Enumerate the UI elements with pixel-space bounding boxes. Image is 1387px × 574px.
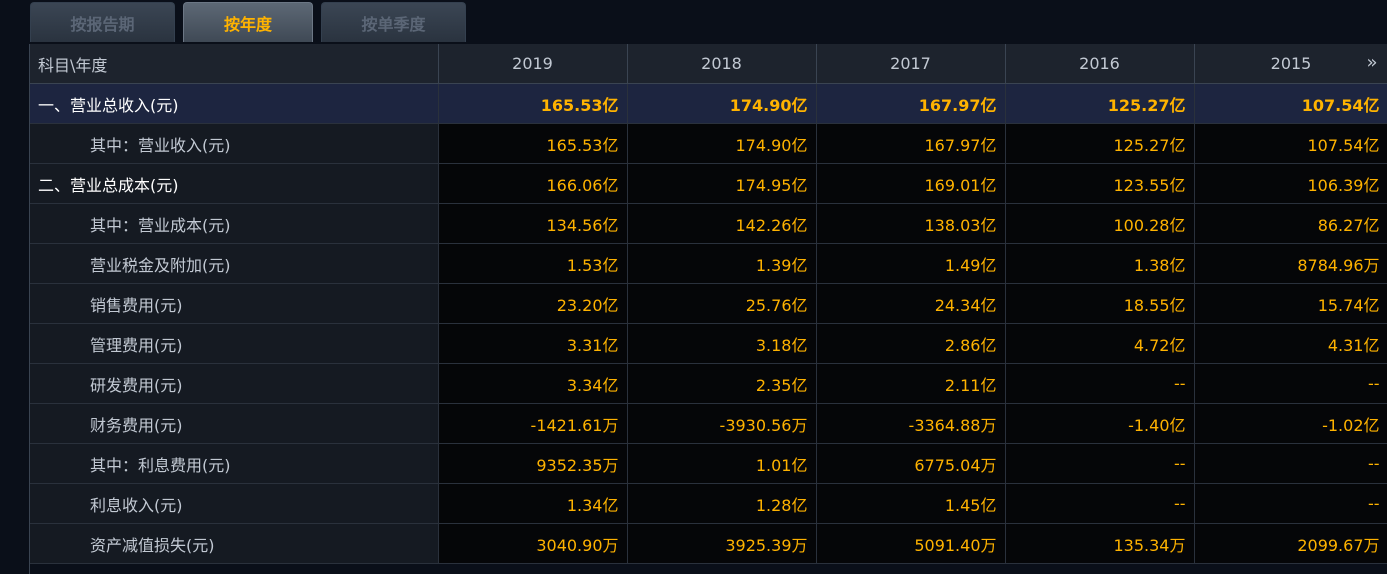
cell-value: -- — [1194, 483, 1387, 524]
row-label: 其中：营业成本(元) — [30, 203, 439, 244]
table-row[interactable]: 营业税金及附加(元) 1.53亿 1.39亿 1.49亿 1.38亿 8784.96万 — [30, 243, 1387, 284]
cell-value: 1.01亿 — [627, 443, 817, 484]
cell-value: 166.06亿 — [438, 163, 628, 204]
table-row[interactable]: 研发费用(元) 3.34亿 2.35亿 2.11亿 -- -- — [30, 363, 1387, 404]
row-label: 财务费用(元) — [30, 403, 439, 444]
row-label: 二、营业总成本(元) — [30, 163, 439, 204]
cell-value: 5091.40万 — [816, 523, 1006, 564]
column-header-year[interactable]: 2017 — [816, 44, 1006, 84]
cell-value: 165.53亿 — [438, 123, 628, 164]
row-label: 管理费用(元) — [30, 323, 439, 364]
cell-value: 6775.04万 — [816, 443, 1006, 484]
cell-value: 8784.96万 — [1194, 243, 1387, 284]
cell-value: -1.02亿 — [1194, 403, 1387, 444]
table-row[interactable]: 资产减值损失(元) 3040.90万 3925.39万 5091.40万 135.34万… — [30, 523, 1387, 564]
cell-value: 106.39亿 — [1194, 163, 1387, 204]
income-statement-table: 科目\年度 2019 2018 2017 2016 2015 » 一、营业总收入… — [29, 44, 1387, 574]
table-row[interactable]: 其中：营业成本(元) 134.56亿 142.26亿 138.03亿 100.28亿 86… — [30, 203, 1387, 244]
tab-by-report-period[interactable]: 按报告期 — [30, 2, 175, 42]
table-row[interactable]: 二、营业总成本(元) 166.06亿 174.95亿 169.01亿 123.55亿 10… — [30, 163, 1387, 204]
cell-value: -1.40亿 — [1005, 403, 1195, 444]
cell-value: 86.27亿 — [1194, 203, 1387, 244]
cell-value: 15.74亿 — [1194, 283, 1387, 324]
column-header-year[interactable]: 2015 » — [1194, 44, 1387, 84]
row-label: 研发费用(元) — [30, 363, 439, 404]
row-label: 资产减值损失(元) — [30, 523, 439, 564]
cell-value: 134.56亿 — [438, 203, 628, 244]
row-label: 一、营业总收入(元) — [30, 83, 439, 124]
cell-value: -- — [1005, 443, 1195, 484]
row-label: 利息收入(元) — [30, 483, 439, 524]
row-label: 其中：营业收入(元) — [30, 123, 439, 164]
cell-value: -1421.61万 — [438, 403, 628, 444]
cell-value: 25.76亿 — [627, 283, 817, 324]
table-row[interactable]: 财务费用(元) -1421.61万 -3930.56万 -3364.88万 -1.40亿… — [30, 403, 1387, 444]
column-header-year[interactable]: 2019 — [438, 44, 628, 84]
cell-value: 4.31亿 — [1194, 323, 1387, 364]
cell-value: 3925.39万 — [627, 523, 817, 564]
row-label: 营业税金及附加(元) — [30, 243, 439, 284]
cell-value: 23.20亿 — [438, 283, 628, 324]
cell-value: 167.97亿 — [816, 83, 1006, 124]
cell-value: 135.34万 — [1005, 523, 1195, 564]
cell-value: 123.55亿 — [1005, 163, 1195, 204]
cell-value: 1.34亿 — [438, 483, 628, 524]
cell-value: 3040.90万 — [438, 523, 628, 564]
cell-value: 174.90亿 — [627, 123, 817, 164]
cell-value: 1.45亿 — [816, 483, 1006, 524]
cell-value: 125.27亿 — [1005, 123, 1195, 164]
cell-value: -- — [1194, 443, 1387, 484]
double-chevron-right-icon[interactable]: » — [1366, 52, 1378, 73]
cell-value: 142.26亿 — [627, 203, 817, 244]
cell-value: 138.03亿 — [816, 203, 1006, 244]
row-label: 销售费用(元) — [30, 283, 439, 324]
tab-by-single-quarter[interactable]: 按单季度 — [321, 2, 466, 42]
cell-value: 3.34亿 — [438, 363, 628, 404]
cell-value: 4.72亿 — [1005, 323, 1195, 364]
cell-value: 174.90亿 — [627, 83, 817, 124]
cell-value: 1.28亿 — [627, 483, 817, 524]
cell-value: 174.95亿 — [627, 163, 817, 204]
table-row[interactable]: 管理费用(元) 3.31亿 3.18亿 2.86亿 4.72亿 4.31亿 — [30, 323, 1387, 364]
cell-value: 9352.35万 — [438, 443, 628, 484]
cell-value: 3.31亿 — [438, 323, 628, 364]
cell-value: 3.18亿 — [627, 323, 817, 364]
cell-value: 169.01亿 — [816, 163, 1006, 204]
cell-value: -3930.56万 — [627, 403, 817, 444]
cell-value: 100.28亿 — [1005, 203, 1195, 244]
table-row[interactable]: 销售费用(元) 23.20亿 25.76亿 24.34亿 18.55亿 15.74亿 — [30, 283, 1387, 324]
cell-value: 1.49亿 — [816, 243, 1006, 284]
cell-value: 167.97亿 — [816, 123, 1006, 164]
cell-value: 2.86亿 — [816, 323, 1006, 364]
cell-value: -- — [1005, 363, 1195, 404]
cell-value: 1.38亿 — [1005, 243, 1195, 284]
cell-value: 2099.67万 — [1194, 523, 1387, 564]
year-label: 2015 — [1270, 54, 1312, 73]
cell-value: 24.34亿 — [816, 283, 1006, 324]
table-row[interactable]: 其中：利息费用(元) 9352.35万 1.01亿 6775.04万 -- -- — [30, 443, 1387, 484]
cell-value: -3364.88万 — [816, 403, 1006, 444]
cell-value: 125.27亿 — [1005, 83, 1195, 124]
cell-value: 2.11亿 — [816, 363, 1006, 404]
cell-value: 1.53亿 — [438, 243, 628, 284]
column-header-year[interactable]: 2016 — [1005, 44, 1195, 84]
table-row[interactable]: 利息收入(元) 1.34亿 1.28亿 1.45亿 -- -- — [30, 483, 1387, 524]
cell-value: -- — [1194, 363, 1387, 404]
cell-value: -- — [1005, 483, 1195, 524]
cell-value: 165.53亿 — [438, 83, 628, 124]
cell-value: 18.55亿 — [1005, 283, 1195, 324]
column-header-label: 科目\年度 — [30, 44, 439, 84]
period-tabs: 按报告期 按年度 按单季度 — [30, 2, 466, 44]
table-row[interactable]: 一、营业总收入(元) 165.53亿 174.90亿 167.97亿 125.27亿 10… — [30, 83, 1387, 124]
row-label: 其中：利息费用(元) — [30, 443, 439, 484]
table-row[interactable]: 其中：营业收入(元) 165.53亿 174.90亿 167.97亿 125.27亿 10… — [30, 123, 1387, 164]
cell-value: 2.35亿 — [627, 363, 817, 404]
cell-value: 107.54亿 — [1194, 123, 1387, 164]
cell-value: 107.54亿 — [1194, 83, 1387, 124]
cell-value: 1.39亿 — [627, 243, 817, 284]
table-header-row: 科目\年度 2019 2018 2017 2016 2015 » — [30, 44, 1387, 84]
column-header-year[interactable]: 2018 — [627, 44, 817, 84]
tab-by-year[interactable]: 按年度 — [183, 2, 313, 42]
